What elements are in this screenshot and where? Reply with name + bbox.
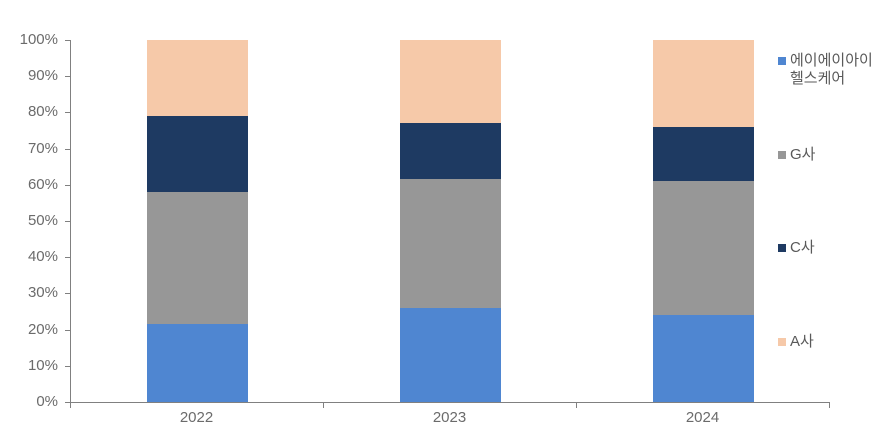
bar-segment-2024-series-1 bbox=[653, 181, 754, 316]
bar-segment-2022-series-0 bbox=[147, 324, 248, 402]
legend-swatch-icon bbox=[778, 338, 786, 346]
y-axis-tick-label: 10% bbox=[27, 356, 58, 374]
stacked-bar-2023 bbox=[400, 40, 501, 402]
bar-segment-2022-series-2 bbox=[147, 116, 248, 193]
x-axis-category-label: 2023 bbox=[432, 409, 467, 426]
legend: 에이에이아이헬스케어 G사 C사 A사 bbox=[778, 0, 884, 431]
y-axis-tick-label: 70% bbox=[27, 139, 58, 157]
stacked-bar-2022 bbox=[147, 40, 248, 402]
legend-label: C사 bbox=[790, 239, 815, 256]
y-axis-tick-label: 0% bbox=[36, 393, 58, 410]
legend-swatch-icon bbox=[778, 151, 786, 159]
x-axis-tick-mark bbox=[576, 403, 577, 408]
stacked-bar-2024 bbox=[653, 40, 754, 402]
y-axis-tick-label: 100% bbox=[19, 31, 58, 48]
bar-segment-2022-series-3 bbox=[147, 40, 248, 117]
legend-item-3: A사 bbox=[778, 333, 874, 351]
legend-label: A사 bbox=[790, 333, 814, 350]
x-axis-category-label: 2024 bbox=[685, 409, 720, 426]
x-axis-tick-mark bbox=[323, 403, 324, 408]
y-axis-tick-mark bbox=[65, 365, 70, 367]
y-axis-tick-label: 30% bbox=[27, 284, 58, 302]
legend-item-2: C사 bbox=[778, 239, 874, 257]
bar-segment-2023-series-3 bbox=[400, 40, 501, 124]
y-axis-tick-mark bbox=[65, 221, 70, 222]
plot-area bbox=[70, 40, 830, 403]
bar-segment-2022-series-1 bbox=[147, 192, 248, 325]
bar-segment-2024-series-3 bbox=[653, 40, 754, 127]
y-axis-tick-mark bbox=[65, 40, 70, 41]
y-axis-tick-label: 90% bbox=[27, 67, 58, 85]
y-axis-tick-label: 40% bbox=[27, 248, 58, 266]
legend-swatch-icon bbox=[778, 244, 786, 252]
bar-segment-2023-series-0 bbox=[400, 307, 501, 402]
y-axis-tick-mark bbox=[65, 402, 70, 403]
bar-segment-2023-series-2 bbox=[400, 123, 501, 180]
legend-label: G사 bbox=[790, 146, 816, 163]
x-axis-category-label: 2022 bbox=[179, 409, 214, 426]
legend-item-1: G사 bbox=[778, 146, 874, 164]
y-axis-tick-mark bbox=[65, 148, 70, 150]
legend-item-0: 에이에이아이헬스케어 bbox=[778, 52, 874, 88]
bar-segment-2023-series-1 bbox=[400, 179, 501, 308]
legend-swatch-icon bbox=[778, 57, 786, 65]
y-axis-tick-label: 80% bbox=[27, 103, 58, 121]
x-axis-tick-mark bbox=[70, 403, 71, 408]
y-axis-tick-mark bbox=[65, 257, 70, 259]
y-axis-tick-label: 60% bbox=[27, 175, 58, 193]
bar-segment-2024-series-2 bbox=[653, 126, 754, 182]
y-axis-tick-mark bbox=[65, 293, 70, 295]
y-axis-tick-mark bbox=[65, 112, 70, 114]
legend-label: 에이에이아이헬스케어 bbox=[790, 52, 873, 87]
y-axis-tick-label: 50% bbox=[27, 212, 58, 229]
x-axis-tick-mark bbox=[829, 403, 830, 408]
y-axis-tick-mark bbox=[65, 329, 70, 331]
y-axis-tick-label: 20% bbox=[27, 320, 58, 338]
bar-segment-2024-series-0 bbox=[653, 315, 754, 402]
y-axis-tick-mark bbox=[65, 184, 70, 186]
y-axis-tick-mark bbox=[65, 76, 70, 78]
